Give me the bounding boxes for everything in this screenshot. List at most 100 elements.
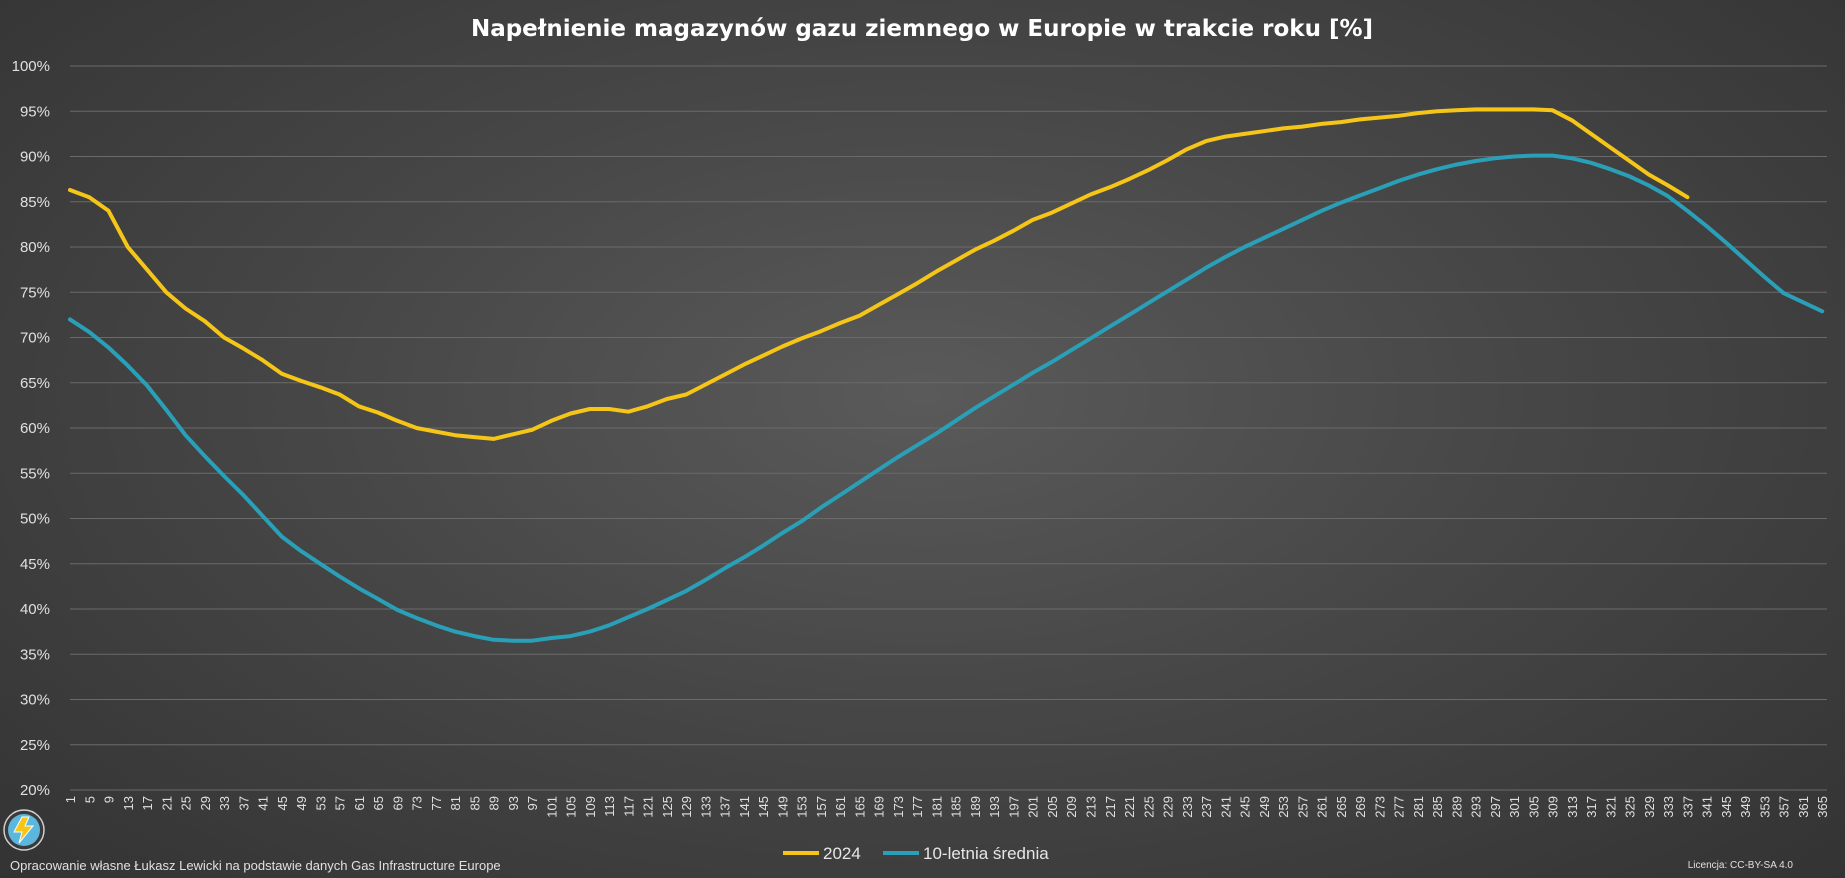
x-tick-label: 297 xyxy=(1488,796,1503,818)
x-tick-label: 125 xyxy=(660,796,675,818)
x-tick-label: 153 xyxy=(795,796,810,818)
x-tick-label: 57 xyxy=(333,796,348,810)
x-tick-label: 9 xyxy=(102,796,117,803)
chart-title: Napełnienie magazynów gazu ziemnego w Eu… xyxy=(471,16,1373,42)
x-tick-label: 105 xyxy=(564,796,579,818)
y-axis-ticks: 20% 25% 30% 35% 40% 45% 50% 55% 60% 65% 70% 75% 80% 8… xyxy=(12,58,50,799)
x-tick-label: 349 xyxy=(1738,796,1753,818)
x-tick-label: 277 xyxy=(1392,796,1407,818)
x-tick-label: 269 xyxy=(1353,796,1368,818)
x-tick-label: 109 xyxy=(583,796,598,818)
x-tick-label: 145 xyxy=(756,796,771,818)
x-tick-label: 345 xyxy=(1719,796,1734,818)
legend: 2024 10-letnia średnia xyxy=(783,844,1049,863)
y-tick-label: 80% xyxy=(20,239,50,256)
x-tick-label: 217 xyxy=(1103,796,1118,818)
series-line-0 xyxy=(68,107,1690,441)
y-tick-label: 45% xyxy=(20,556,50,573)
x-axis-ticks: 1 5 9 13 17 21 25 29 33 37 41 45 49 53 57 61 65 69 73 77 81 8… xyxy=(63,796,1830,818)
x-tick-label: 137 xyxy=(718,796,733,818)
x-tick-label: 281 xyxy=(1411,796,1426,818)
y-tick-label: 35% xyxy=(20,646,50,663)
x-tick-label: 77 xyxy=(429,796,444,810)
x-tick-label: 165 xyxy=(852,796,867,818)
x-tick-label: 313 xyxy=(1565,796,1580,818)
x-tick-label: 305 xyxy=(1526,796,1541,818)
x-tick-label: 357 xyxy=(1777,796,1792,818)
x-tick-label: 365 xyxy=(1815,796,1830,818)
legend-label: 2024 xyxy=(823,844,861,863)
x-tick-label: 309 xyxy=(1546,796,1561,818)
x-tick-label: 173 xyxy=(891,796,906,818)
x-tick-label: 1 xyxy=(63,796,78,803)
series-line-1 xyxy=(68,153,1825,643)
x-tick-label: 185 xyxy=(949,796,964,818)
y-tick-label: 30% xyxy=(20,692,50,709)
x-tick-label: 161 xyxy=(833,796,848,818)
x-tick-label: 5 xyxy=(82,796,97,803)
x-tick-label: 317 xyxy=(1584,796,1599,818)
x-tick-label: 261 xyxy=(1315,796,1330,818)
x-tick-label: 169 xyxy=(872,796,887,818)
x-tick-label: 29 xyxy=(198,796,213,810)
y-tick-label: 90% xyxy=(20,149,50,166)
x-tick-label: 21 xyxy=(159,796,174,810)
x-tick-label: 157 xyxy=(814,796,829,818)
x-tick-label: 113 xyxy=(602,796,617,817)
y-tick-label: 75% xyxy=(20,284,50,301)
x-tick-label: 337 xyxy=(1680,796,1695,818)
legend-label: 10-letnia średnia xyxy=(923,844,1049,863)
x-tick-label: 205 xyxy=(1045,796,1060,818)
x-tick-label: 293 xyxy=(1469,796,1484,818)
x-tick-label: 225 xyxy=(1141,796,1156,818)
y-tick-label: 55% xyxy=(20,465,50,482)
x-tick-label: 133 xyxy=(698,796,713,818)
x-tick-label: 289 xyxy=(1449,796,1464,818)
x-tick-label: 141 xyxy=(737,796,752,818)
x-tick-label: 37 xyxy=(236,796,251,810)
x-tick-label: 33 xyxy=(217,796,232,810)
x-tick-label: 117 xyxy=(621,796,636,817)
series-lines xyxy=(68,107,1825,643)
x-tick-label: 81 xyxy=(448,796,463,810)
x-tick-label: 301 xyxy=(1507,796,1522,818)
x-tick-label: 45 xyxy=(275,796,290,810)
x-tick-label: 333 xyxy=(1661,796,1676,818)
x-tick-label: 53 xyxy=(313,796,328,810)
x-tick-label: 89 xyxy=(487,796,502,810)
y-tick-label: 40% xyxy=(20,601,50,618)
y-tick-label: 25% xyxy=(20,737,50,754)
x-tick-label: 213 xyxy=(1084,796,1099,818)
y-tick-label: 85% xyxy=(20,194,50,211)
x-tick-label: 329 xyxy=(1642,796,1657,818)
y-tick-label: 60% xyxy=(20,420,50,437)
x-tick-label: 101 xyxy=(544,796,559,818)
x-tick-label: 49 xyxy=(294,796,309,810)
x-tick-label: 201 xyxy=(1026,796,1041,818)
x-tick-label: 273 xyxy=(1372,796,1387,818)
x-tick-label: 149 xyxy=(775,796,790,818)
x-tick-label: 321 xyxy=(1603,796,1618,818)
x-tick-label: 197 xyxy=(1006,796,1021,818)
x-tick-label: 237 xyxy=(1199,796,1214,818)
x-tick-label: 325 xyxy=(1623,796,1638,818)
source-note: Opracowanie własne Łukasz Lewicki na pod… xyxy=(10,858,501,873)
x-tick-label: 97 xyxy=(525,796,540,810)
x-tick-label: 69 xyxy=(390,796,405,810)
x-tick-label: 249 xyxy=(1257,796,1272,818)
x-tick-label: 193 xyxy=(987,796,1002,818)
x-tick-label: 257 xyxy=(1295,796,1310,818)
x-tick-label: 209 xyxy=(1064,796,1079,818)
x-tick-label: 241 xyxy=(1218,796,1233,818)
x-tick-label: 221 xyxy=(1122,796,1137,818)
y-tick-label: 70% xyxy=(20,330,50,347)
x-tick-label: 229 xyxy=(1161,796,1176,818)
x-tick-label: 121 xyxy=(641,796,656,818)
x-tick-label: 245 xyxy=(1238,796,1253,818)
lightning-logo-icon xyxy=(3,809,45,851)
x-tick-label: 265 xyxy=(1334,796,1349,818)
x-tick-label: 353 xyxy=(1757,796,1772,818)
x-tick-label: 17 xyxy=(140,796,155,810)
x-tick-label: 41 xyxy=(256,796,271,810)
x-tick-label: 85 xyxy=(467,796,482,810)
